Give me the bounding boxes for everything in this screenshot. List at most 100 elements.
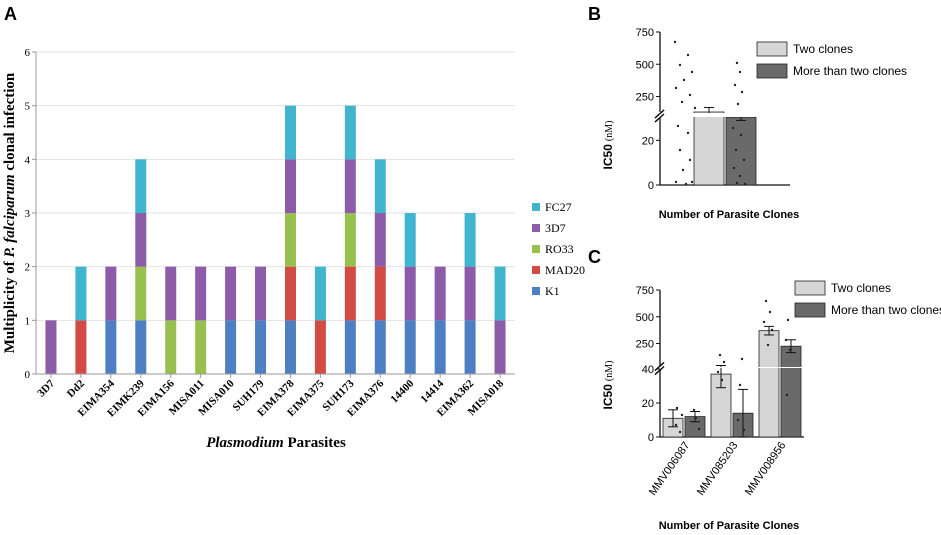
panel-c-y-tick-label: 250 (636, 339, 654, 351)
panel-c-legend-label-two-clones: Two clones (831, 281, 891, 295)
panel-b-data-point (690, 180, 694, 184)
panel-b-ic50-bar-chart: 0 20 250 500 750 IC50(nM) Number of Parasite… (601, 27, 907, 221)
panel-c-data-point (674, 423, 678, 427)
panel-a-bar-suh173-k1 (344, 320, 356, 374)
panel-b-data-point (732, 166, 736, 170)
panel-b-y-tick-label: 20 (642, 135, 654, 147)
panel-a-bar-eima362-3d7 (464, 266, 476, 321)
panel-a-y-tick-label: 2 (25, 262, 31, 274)
panel-a-legend-label-k1: K1 (545, 284, 560, 298)
panel-c-y-axis-title: IC50(nM) (601, 361, 615, 410)
panel-c-data-point (694, 416, 698, 420)
panel-a-bar-eima378-k1 (284, 320, 296, 374)
panel-c-data-point (770, 328, 774, 332)
panel-a-x-tick-label-14400: 14400 (388, 377, 416, 405)
panel-a-legend-label-ro33: RO33 (545, 242, 574, 256)
panel-b-y-tick-label: 500 (636, 59, 654, 71)
panel-a-x-tick-label-dd2: Dd2 (65, 377, 88, 400)
panel-a-x-axis-title: Plasmodium Parasites (206, 435, 346, 451)
panel-c-data-point (680, 413, 684, 417)
panel-b-data-point (678, 148, 682, 152)
panel-b-data-point (743, 182, 747, 186)
panel-b-data-point (733, 83, 737, 87)
panel-b-data-point (676, 124, 680, 128)
panel-b-data-point (736, 102, 740, 106)
panel-b-axis-break-gap (659, 113, 791, 117)
panel-c-legend-label-more-than-two-clones: More than two clones (831, 303, 941, 317)
panel-b-axis-break-mark (654, 113, 665, 123)
panel-c-data-point (764, 299, 768, 303)
panel-c-bar-mmv008956-two-clones (758, 330, 780, 438)
panel-b-data-point (688, 158, 692, 162)
panel-c-x-axis-title: Number of Parasite Clones (659, 520, 800, 532)
panel-a-bar-14400-fc27 (404, 213, 416, 267)
panel-a-bar-eima376-k1 (374, 320, 386, 374)
panel-a-legend-label-3d7: 3D7 (545, 221, 566, 235)
panel-b-bar-two-clones (693, 111, 725, 186)
panel-b-y-tick-label: 0 (648, 180, 654, 192)
panel-a-y-tick-label: 3 (25, 208, 31, 220)
panel-b-legend-label-more-than-two-clones: More than two clones (793, 64, 907, 78)
panel-a-bar-eimk239-fc27 (135, 159, 147, 213)
panel-a-bar-eimk239-k1 (135, 320, 147, 374)
panel-c-y-tick-label: 40 (642, 364, 654, 376)
panel-a-bar-suh179-k1 (255, 320, 267, 374)
panel-c-x-tick-label-mmv008956: MMV008956 (743, 440, 789, 498)
panel-c-data-point (722, 360, 726, 364)
panel-c-y-tick-label: 500 (636, 312, 654, 324)
panel-b-data-point (740, 90, 744, 94)
panel-c-data-point (785, 393, 789, 397)
panel-a-legend-label-mad20: MAD20 (545, 263, 585, 277)
panel-a-bar-eimk239-3d7 (135, 213, 147, 267)
panel-b-data-point (739, 133, 743, 137)
panel-b-data-point (690, 70, 694, 74)
panel-a-bar-eima378-fc27 (284, 105, 296, 160)
panel-a-bar-14414-k1 (434, 320, 446, 374)
panel-b-data-point (674, 180, 678, 184)
panel-a-y-tick-label: 0 (25, 369, 31, 381)
panel-b-data-point (684, 182, 688, 186)
panel-a-x-tick-label-3d7: 3D7 (35, 377, 57, 399)
panel-a-bar-eima354-3d7 (105, 266, 117, 321)
panel-a-bar-eima375-mad20 (314, 320, 326, 374)
panel-c-data-point (675, 406, 679, 410)
panel-b-y-axis-title: IC50(nM) (601, 121, 615, 170)
panel-c-bar-mmv008956-more-than-two-clones (780, 345, 802, 438)
panel-a-bar-eima376-fc27 (374, 159, 386, 213)
panel-a-bar-eima378-mad20 (284, 266, 296, 321)
panel-b-y-tick-label: 250 (636, 92, 654, 104)
panel-c-x-tick-label-mmv085203: MMV085203 (695, 440, 741, 498)
panel-a-bar-eima378-ro33 (284, 213, 296, 267)
panel-b-data-point (734, 148, 738, 152)
panel-c-y-tick-label: 750 (636, 285, 654, 297)
panel-b-legend-swatch-more-than-two-clones (756, 63, 788, 79)
panel-a-y-tick-label: 6 (25, 47, 31, 59)
panel-c-data-point (720, 378, 724, 382)
panel-b-data-point (681, 168, 685, 172)
panel-c-data-point (786, 318, 790, 322)
panel-c-data-point (692, 408, 696, 412)
panel-a-bar-misa018-fc27 (494, 266, 506, 321)
panel-letter-b: B (588, 4, 601, 24)
panel-a-bar-3d7-3d7 (45, 320, 57, 374)
panel-a-bar-suh173-fc27 (344, 105, 356, 160)
panel-b-data-point (742, 158, 746, 162)
panel-b-data-point (678, 63, 682, 67)
panel-b-data-point (686, 131, 690, 135)
panel-c-data-point (788, 348, 792, 352)
panel-c-legend-swatch-two-clones (794, 280, 826, 296)
panel-b-data-point (680, 100, 684, 104)
panel-b-data-point (738, 174, 742, 178)
panel-a-y-tick-label: 4 (25, 154, 31, 166)
panel-c-data-point (718, 353, 722, 357)
panel-b-data-point (673, 40, 677, 44)
panel-c-axis-break-mark (654, 362, 665, 371)
panel-a-bar-eima362-k1 (464, 320, 476, 374)
panel-b-data-point (693, 106, 697, 110)
panel-a-y-tick-label: 1 (25, 315, 31, 327)
panel-c-y-tick-label: 0 (648, 432, 654, 444)
panel-a-legend-label-fc27: FC27 (545, 200, 572, 214)
panel-a-bar-eima362-fc27 (464, 213, 476, 267)
